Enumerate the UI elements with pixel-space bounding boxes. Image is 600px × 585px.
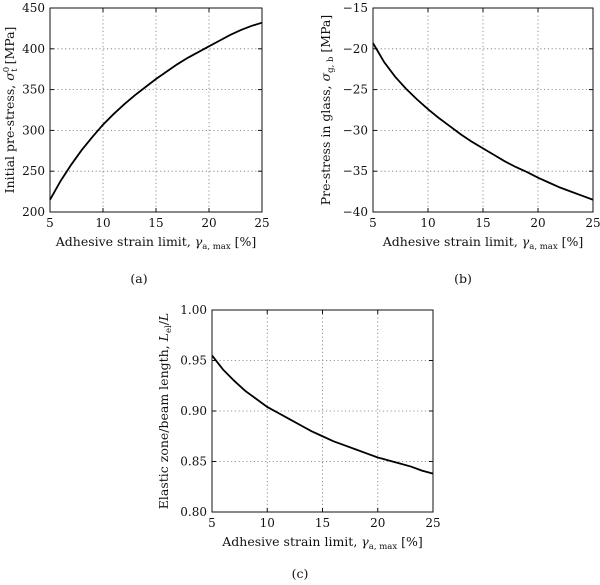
- x-tick-label: 5: [46, 216, 54, 230]
- x-tick-label: 20: [530, 216, 545, 230]
- y-tick-label: 1.00: [180, 303, 207, 317]
- plot-frame: [49, 7, 263, 213]
- x-tick-label: 5: [208, 516, 216, 530]
- y-tick-label: 300: [22, 123, 45, 137]
- x-axis-label: Adhesive strain limit, γa, max [%]: [221, 534, 423, 552]
- x-axis-label: Adhesive strain limit, γa, max [%]: [55, 234, 257, 252]
- chart-panel-3: 5 10 15 20 25 0.80 0.85 0.90 0.95 1.00 Adhesive st…: [156, 303, 441, 581]
- plot-frame: [372, 7, 594, 213]
- y-axis-label: Pre-stress in glass, σg, b [MPa]: [318, 15, 336, 206]
- y-tick-label: −30: [343, 123, 368, 137]
- chart-panel-2: 5 10 15 20 25 −40 −35 −30 −25 −20 −15 Adhesive stra…: [318, 1, 600, 286]
- x-tick-label: 20: [201, 216, 216, 230]
- series-line: [372, 42, 594, 201]
- y-tick-label: −25: [343, 83, 368, 97]
- x-tick-label: 25: [254, 216, 269, 230]
- plot-frame: [211, 309, 434, 513]
- y-tick-label: −15: [343, 1, 368, 15]
- y-tick-label: 0.85: [180, 455, 207, 469]
- y-tick-label: 0.90: [180, 404, 207, 418]
- panel-caption: (c): [292, 566, 309, 581]
- series-line: [211, 354, 434, 475]
- x-tick-label: 25: [425, 516, 440, 530]
- panel-caption: (a): [130, 271, 147, 286]
- y-tick-label: 200: [22, 205, 45, 219]
- chart-panel-1: 5 10 15 20 25 200 250 300 350 400 450 Adhesive stra…: [2, 1, 270, 286]
- y-tick-label: 350: [22, 83, 45, 97]
- x-tick-label: 15: [315, 516, 330, 530]
- y-tick-label: 450: [22, 1, 45, 15]
- x-tick-label: 10: [420, 216, 435, 230]
- y-tick-label: −20: [343, 42, 368, 56]
- y-tick-label: −40: [343, 205, 368, 219]
- panel-caption: (b): [454, 271, 472, 286]
- x-tick-label: 10: [260, 516, 275, 530]
- x-tick-label: 25: [585, 216, 600, 230]
- y-tick-label: 0.95: [180, 354, 207, 368]
- x-axis-label: Adhesive strain limit, γa, max [%]: [382, 234, 584, 252]
- y-axis-label: Elastic zone/beam length, Lel/L: [156, 313, 174, 510]
- y-tick-label: 400: [22, 42, 45, 56]
- y-tick-label: −35: [343, 164, 368, 178]
- x-tick-label: 10: [95, 216, 110, 230]
- x-tick-label: 20: [370, 516, 385, 530]
- x-tick-label: 15: [148, 216, 163, 230]
- y-axis-label: Initial pre-stress, σ0t [MPa]: [2, 27, 20, 194]
- x-tick-label: 5: [369, 216, 377, 230]
- x-tick-label: 15: [475, 216, 490, 230]
- series-line: [49, 21, 263, 201]
- y-tick-label: 0.80: [180, 505, 207, 519]
- y-tick-label: 250: [22, 164, 45, 178]
